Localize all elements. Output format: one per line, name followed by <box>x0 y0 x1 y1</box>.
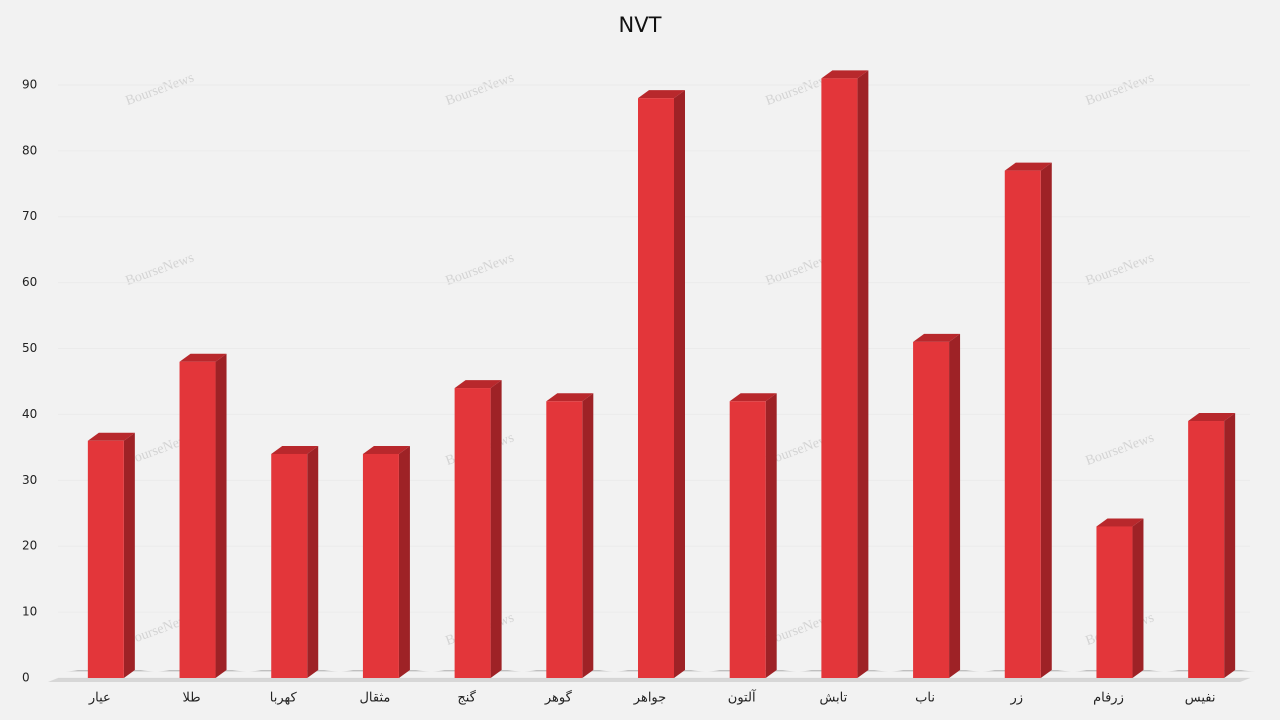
bar <box>1004 170 1041 678</box>
x-tick-label: گوهر <box>544 690 573 706</box>
bar-side <box>307 445 319 678</box>
bar-top <box>913 333 961 342</box>
y-tick-label: 30 <box>22 473 37 487</box>
bar-top <box>1096 518 1144 527</box>
x-tick-label: زرفام <box>1093 691 1124 706</box>
bar <box>271 453 308 678</box>
bar-side <box>123 432 135 678</box>
bar-top <box>821 70 869 79</box>
y-tick-label: 40 <box>22 407 37 421</box>
bar <box>913 341 950 678</box>
bar <box>1188 421 1225 678</box>
bar-side <box>674 90 685 678</box>
y-tick-label: 60 <box>22 275 37 289</box>
x-tick-label: زر <box>1009 691 1023 706</box>
y-tick-label: 20 <box>22 539 37 553</box>
y-tick-label: 10 <box>22 605 37 619</box>
bar <box>87 440 124 678</box>
bar-top <box>638 90 685 99</box>
bar-side <box>949 333 961 678</box>
bar-side <box>1040 162 1052 678</box>
x-tick-label: مثقال <box>359 691 390 706</box>
bar-top <box>271 445 319 454</box>
bar-top <box>179 353 227 362</box>
bar-side <box>582 393 594 678</box>
x-tick-label: گنج <box>457 690 476 706</box>
bar-side <box>490 380 502 678</box>
bar-side <box>215 353 227 678</box>
x-tick-label: جواهر <box>633 691 666 706</box>
x-tick-label: آلتون <box>728 689 757 706</box>
bar-side <box>765 393 777 678</box>
floor-shadow <box>48 678 1250 682</box>
x-tick-label: نفیس <box>1185 691 1216 706</box>
bar <box>1096 526 1133 678</box>
bar <box>179 361 216 678</box>
bar-side <box>1132 518 1144 678</box>
bar-side <box>398 445 410 678</box>
bar-side <box>1224 413 1236 678</box>
bar <box>638 98 674 678</box>
y-tick-label: 80 <box>22 143 37 157</box>
x-tick-label: تابش <box>819 691 847 706</box>
y-tick-label: 90 <box>22 77 37 91</box>
bar-top <box>87 432 135 441</box>
bar-top <box>546 393 594 402</box>
bar-top <box>1188 413 1236 422</box>
chart-title: NVT <box>619 13 662 37</box>
bar-top <box>729 393 777 402</box>
bar <box>821 78 858 678</box>
bar-top <box>362 445 410 454</box>
y-tick-label: 70 <box>22 209 37 223</box>
x-tick-label: طلا <box>182 691 200 706</box>
x-tick-label: عیار <box>88 691 111 706</box>
x-tick-label: کهربا <box>270 691 298 706</box>
bar <box>546 401 583 678</box>
bar <box>729 401 766 678</box>
bar-top <box>454 380 502 389</box>
x-tick-label: ناب <box>915 691 935 706</box>
y-tick-label: 0 <box>22 671 30 685</box>
bar-side <box>857 70 869 678</box>
y-tick-label: 50 <box>22 341 37 355</box>
bar <box>362 453 399 678</box>
bar <box>454 388 491 678</box>
bar-top <box>1004 162 1052 171</box>
